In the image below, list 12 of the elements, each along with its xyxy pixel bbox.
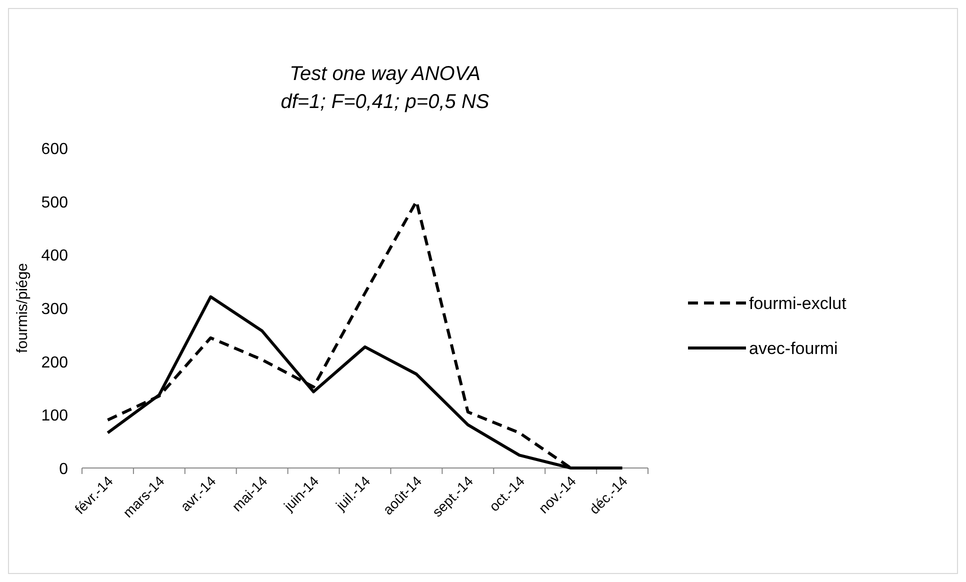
y-tick-label: 600 <box>41 141 68 158</box>
y-tick-label: 500 <box>41 194 68 212</box>
y-tick-label: 400 <box>41 248 68 265</box>
y-tick-label: 100 <box>41 408 68 425</box>
y-axis-title: fourmis/piége <box>14 262 31 354</box>
legend-label: fourmi-exclut <box>749 294 847 313</box>
chart-subtitle: df=1; F=0,41; p=0,5 NS <box>280 91 490 113</box>
y-tick-label: 0 <box>59 461 68 478</box>
y-tick-label: 200 <box>41 354 68 372</box>
chart-title: Test one way ANOVA <box>290 63 480 85</box>
legend-label: avec-fourmi <box>749 339 838 358</box>
y-tick-label: 300 <box>41 301 68 318</box>
